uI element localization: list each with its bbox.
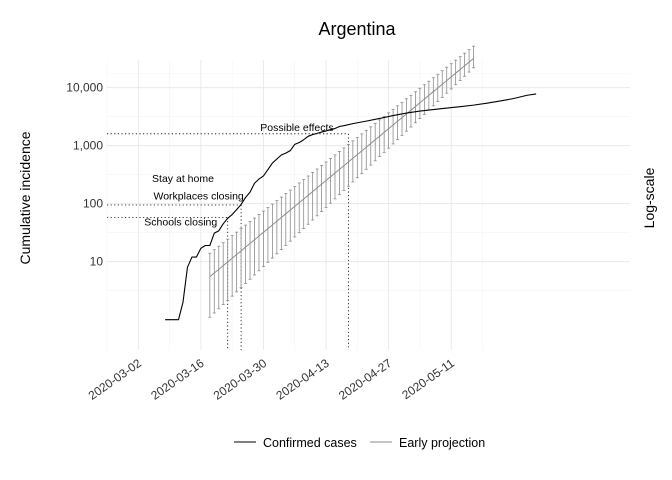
x-tick-label: 2020-04-13 [273, 356, 332, 403]
annotation-label: Schools closing [144, 217, 217, 229]
annotation-label: Possible effects [260, 122, 333, 134]
y-tick-label: 1,000 [73, 139, 103, 153]
projection-layer [208, 45, 476, 318]
grid-lines [106, 60, 630, 350]
annotation-label: Workplaces closing [154, 191, 244, 203]
right-axis-label: Log-scale [641, 167, 657, 228]
projection-line [209, 57, 474, 278]
legend-label-projection: Early projection [399, 436, 485, 450]
chart-title: Argentina [318, 19, 396, 39]
y-tick-label: 100 [83, 197, 103, 211]
y-axis-label: Cumulative incidence [17, 131, 33, 264]
x-tick-label: 2020-03-16 [148, 356, 207, 403]
y-tick-label: 10,000 [66, 81, 103, 95]
annotation-labels: Possible effects Stay at home Workplaces c… [144, 122, 333, 229]
x-tick-label: 2020-05-11 [399, 356, 457, 402]
data-layer [165, 93, 537, 321]
x-tick-label: 2020-04-27 [336, 356, 395, 403]
legend-label-confirmed: Confirmed cases [263, 436, 357, 450]
x-tick-label: 2020-03-02 [86, 356, 145, 403]
x-tick-label: 2020-03-30 [211, 356, 270, 403]
annotation-label: Stay at home [152, 173, 214, 185]
confirmed-cases-line [165, 93, 537, 321]
y-tick-label: 10 [90, 255, 104, 269]
legend: Confirmed cases Early projection [234, 436, 485, 450]
